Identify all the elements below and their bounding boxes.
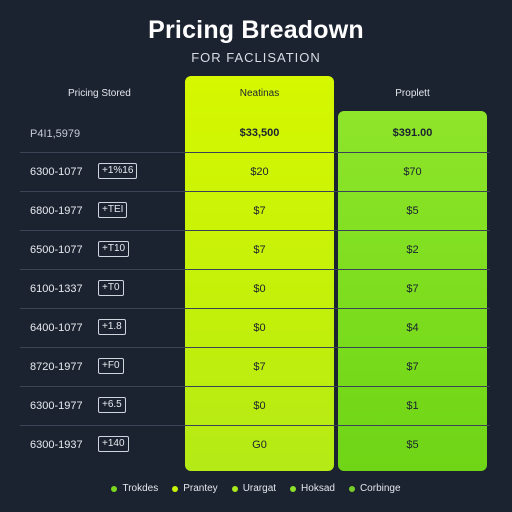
legend-item: Corbinge bbox=[348, 483, 401, 494]
row-value-a: $7 bbox=[253, 244, 266, 256]
row-value-a: $33,500 bbox=[239, 127, 280, 139]
legend-label: Hoksad bbox=[301, 483, 335, 494]
row-value-b: $2 bbox=[406, 244, 419, 256]
row-label: 6100-1337 bbox=[30, 283, 83, 295]
legend-label: Prantey bbox=[183, 483, 218, 494]
row-value-b: $4 bbox=[406, 322, 419, 334]
row-value-b: $5 bbox=[406, 205, 419, 217]
table-row: 6800-1977 +TEI $7 $5 bbox=[20, 192, 490, 231]
row-value-a: G0 bbox=[252, 439, 267, 451]
table-row: 6100-1337 +T0 $0 $7 bbox=[20, 270, 490, 309]
row-value-a: $7 bbox=[253, 361, 266, 373]
legend-label: Corbinge bbox=[359, 483, 401, 494]
row-code-badge: +1%16 bbox=[98, 163, 138, 179]
table-row: 6300-1937 +140 G0 $5 bbox=[20, 426, 490, 465]
legend-label: Trokdes bbox=[122, 483, 159, 494]
table-row: P4I1,5979 $33,500 $391.00 bbox=[20, 114, 490, 153]
column-a-highlight bbox=[185, 76, 334, 471]
legend-item: Prantey bbox=[172, 483, 218, 494]
page-title: Pricing Breadown bbox=[148, 16, 364, 44]
legend-swatch bbox=[172, 485, 179, 492]
pricing-table: Pricing Stored Neatinas Proplett P4I1,59… bbox=[0, 76, 512, 471]
row-value-b: $7 bbox=[406, 361, 419, 373]
column-b-header: Proplett bbox=[395, 88, 430, 99]
row-label: 6800-1977 bbox=[30, 205, 83, 217]
row-label: 6400-1077 bbox=[30, 322, 83, 334]
legend: Trokdes Prantey Urargat Hoksad Corbinge bbox=[0, 483, 512, 494]
table-row: 6400-1077 +1.8 $0 $4 bbox=[20, 309, 490, 348]
row-value-b: $1 bbox=[406, 400, 419, 412]
row-code-badge: +T0 bbox=[98, 280, 124, 296]
legend-swatch bbox=[111, 485, 118, 492]
row-label: P4I1,5979 bbox=[30, 128, 81, 140]
row-value-a: $0 bbox=[253, 400, 266, 412]
table-row: 6500-1077 +T10 $7 $2 bbox=[20, 231, 490, 270]
table-row: 6300-1977 +6.5 $0 $1 bbox=[20, 387, 490, 426]
label-column-header: Pricing Stored bbox=[68, 88, 131, 99]
row-value-b: $391.00 bbox=[392, 127, 433, 139]
table-row: 6300-1077 +1%16 $20 $70 bbox=[20, 153, 490, 192]
legend-item: Hoksad bbox=[290, 483, 335, 494]
legend-swatch bbox=[348, 485, 355, 492]
row-value-a: $7 bbox=[253, 205, 266, 217]
row-label: 6300-1077 bbox=[30, 166, 83, 178]
row-value-a: $0 bbox=[253, 283, 266, 295]
legend-swatch bbox=[231, 485, 238, 492]
legend-item: Trokdes bbox=[111, 483, 158, 494]
row-value-b: $5 bbox=[406, 439, 419, 451]
row-label: 6500-1077 bbox=[30, 244, 83, 256]
row-code-badge: +T10 bbox=[98, 241, 130, 257]
row-label: 6300-1937 bbox=[30, 439, 83, 451]
row-value-b: $70 bbox=[403, 166, 422, 178]
row-code-badge: +F0 bbox=[98, 358, 124, 374]
row-label: 6300-1977 bbox=[30, 400, 83, 412]
legend-item: Urargat bbox=[231, 483, 277, 494]
legend-label: Urargat bbox=[242, 483, 277, 494]
row-value-b: $7 bbox=[406, 283, 419, 295]
page-subtitle: FOR FACLISATION bbox=[191, 50, 321, 65]
row-value-a: $20 bbox=[250, 166, 269, 178]
column-a-header: Neatinas bbox=[239, 88, 280, 99]
row-value-a: $0 bbox=[253, 322, 266, 334]
row-code-badge: +140 bbox=[98, 436, 129, 452]
legend-swatch bbox=[290, 485, 297, 492]
column-b-highlight bbox=[338, 111, 487, 471]
table-row: 8720-1977 +F0 $7 $7 bbox=[20, 348, 490, 387]
row-code-badge: +1.8 bbox=[98, 319, 126, 335]
row-code-badge: +TEI bbox=[98, 202, 128, 218]
row-code-badge: +6.5 bbox=[98, 397, 126, 413]
row-label: 8720-1977 bbox=[30, 361, 83, 373]
